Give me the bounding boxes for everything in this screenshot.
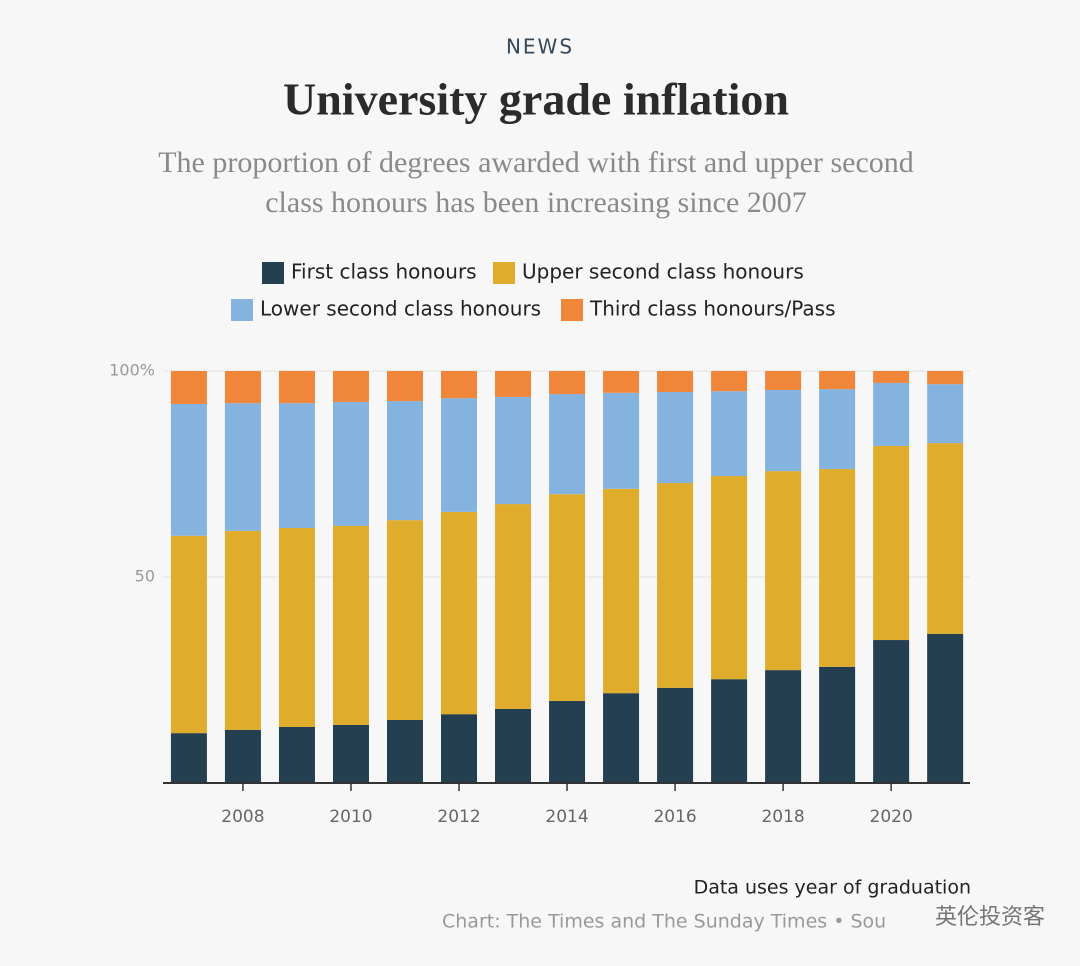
- bar-segment: [332, 724, 369, 783]
- bar-segment: [765, 389, 802, 472]
- bar-segment: [927, 633, 964, 783]
- bar-segment: [711, 476, 748, 680]
- y-tick-label: 100%: [109, 361, 155, 380]
- bar-segment: [332, 401, 369, 526]
- bar-segment: [711, 391, 748, 477]
- bar-segment: [549, 494, 586, 702]
- bar-segment: [711, 371, 748, 392]
- bar-segment: [873, 640, 910, 783]
- bar-segment: [278, 403, 315, 528]
- legend-swatch: [561, 299, 583, 321]
- bar-segment: [603, 693, 640, 783]
- y-tick-label: 50: [135, 567, 155, 586]
- bar-segment: [278, 527, 315, 727]
- bar-segment: [657, 483, 694, 688]
- legend-swatch: [262, 262, 284, 284]
- bar-segment: [819, 666, 856, 783]
- bar-segment: [927, 384, 964, 444]
- legend-label: Third class honours/Pass: [589, 297, 836, 321]
- x-tick-label: 2008: [221, 807, 264, 827]
- chart-title: University grade inflation: [283, 74, 789, 125]
- bar-segment: [549, 371, 586, 395]
- bar-segment: [549, 394, 586, 495]
- x-tick-label: 2018: [761, 807, 804, 827]
- bar-segment: [441, 398, 478, 512]
- bar-segment: [386, 401, 423, 521]
- legend-label: Upper second class honours: [522, 260, 804, 284]
- bar-segment: [332, 525, 369, 725]
- bar-segment: [657, 371, 694, 393]
- bar-segment: [224, 530, 261, 730]
- bar-segment: [765, 471, 802, 671]
- bar-segment: [170, 535, 207, 734]
- bar-segment: [332, 371, 369, 402]
- bar-segment: [603, 488, 640, 694]
- x-tick-label: 2010: [329, 807, 372, 827]
- bar-segment: [711, 679, 748, 783]
- bar-segment: [873, 382, 910, 446]
- bar-segment: [170, 371, 207, 404]
- bar-segment: [278, 371, 315, 404]
- bar-segment: [603, 392, 640, 489]
- x-tick-label: 2020: [870, 807, 913, 827]
- source: Chart: The Times and The Sunday Times • …: [442, 911, 886, 933]
- bar-segment: [657, 687, 694, 783]
- bar-segment: [441, 371, 478, 399]
- bar-segment: [927, 443, 964, 634]
- bar-segment: [765, 670, 802, 783]
- legend-swatch: [231, 299, 253, 321]
- subtitle: class honours has been increasing since …: [265, 186, 807, 219]
- bar-segment: [603, 371, 640, 393]
- bar-segment: [386, 371, 423, 402]
- x-tick-label: 2012: [437, 807, 480, 827]
- bar-segment: [495, 504, 532, 709]
- bar-segment: [386, 520, 423, 720]
- bar-segment: [873, 371, 910, 383]
- legend-label: First class honours: [291, 260, 477, 284]
- bar-segment: [819, 389, 856, 470]
- bar-segment: [495, 396, 532, 505]
- kicker: NEWS: [506, 35, 574, 59]
- bar-segment: [224, 729, 261, 783]
- x-tick-label: 2016: [653, 807, 696, 827]
- bar-segment: [819, 371, 856, 390]
- bar-segment: [224, 403, 261, 531]
- bar-segment: [819, 469, 856, 667]
- bar-segment: [765, 371, 802, 390]
- bar-segment: [441, 714, 478, 783]
- bar-segment: [873, 445, 910, 641]
- bar-segment: [927, 371, 964, 385]
- bar-segment: [170, 733, 207, 783]
- note: Data uses year of graduation: [694, 877, 971, 899]
- x-tick-label: 2014: [545, 807, 588, 827]
- bar-segment: [170, 403, 207, 536]
- bar-segment: [549, 701, 586, 783]
- bar-segment: [495, 371, 532, 397]
- legend-swatch: [493, 262, 515, 284]
- bar-segment: [441, 511, 478, 715]
- bar-segment: [224, 371, 261, 404]
- legend-label: Lower second class honours: [260, 297, 541, 321]
- bar-segment: [657, 392, 694, 484]
- bar-segment: [386, 719, 423, 783]
- bar-segment: [495, 708, 532, 783]
- bar-segment: [278, 726, 315, 783]
- watermark: 英伦投资客: [935, 905, 1045, 930]
- subtitle: The proportion of degrees awarded with f…: [158, 146, 914, 179]
